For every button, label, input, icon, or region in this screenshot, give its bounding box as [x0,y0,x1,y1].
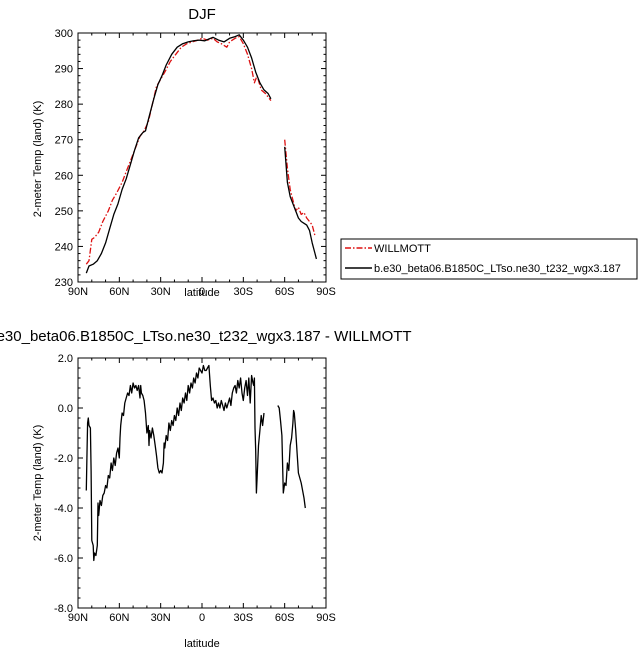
bottom-y-tick-label: -4.0 [54,503,73,515]
top-y-tick-label: 290 [55,64,73,76]
top-series-line-model [85,34,272,274]
legend-label-willmott: WILLMOTT [374,243,431,255]
bottom-y-axis-label: 2-meter Temp (land) (K) [32,425,44,542]
top-panel: DJF 2-meter Temp (land) (K) latitude 90N… [32,6,336,299]
top-x-tick-label: 90N [68,286,88,298]
top-x-tick-label: 90S [316,286,336,298]
top-y-tick-label: 250 [55,206,73,218]
top-series-line-willmott [85,35,272,265]
top-x-tick-label: 60S [275,286,295,298]
top-y-axis-label: 2-meter Temp (land) (K) [32,101,44,218]
top-x-tick-label: 30N [151,286,171,298]
bottom-series-line-difference [85,364,265,562]
top-series-layer [85,34,318,274]
bottom-x-tick-label: 90S [316,612,336,624]
top-x-axis-label: latitude [184,287,219,299]
top-plot-frame [77,32,327,283]
bottom-plot-frame [77,357,327,609]
bottom-x-tick-label: 60N [109,612,129,624]
legend-label-model: b.e30_beta06.B1850C_LTso.ne30_t232_wgx3.… [374,263,621,275]
top-y-tick-label: 280 [55,99,73,111]
top-x-tick-label: 60N [109,286,129,298]
top-series-line-model [284,146,318,260]
legend: WILLMOTT b.e30_beta06.B1850C_LTso.ne30_t… [340,238,638,280]
bottom-series-line-difference [277,405,306,509]
bottom-y-tick-label: -2.0 [54,453,73,465]
bottom-y-tick-label: -8.0 [54,603,73,615]
top-axis-ticks: 90N 60N 30N 0 30S 60S 90S 230 240 250 260 270 280 290… [55,28,336,298]
top-y-tick-label: 300 [55,28,73,40]
top-chart-title: DJF [188,6,216,23]
top-y-tick-label: 230 [55,277,73,289]
bottom-x-tick-label: 90N [68,612,88,624]
top-y-tick-label: 240 [55,241,73,253]
bottom-chart-title: .e30_beta06.B1850C_LTso.ne30_t232_wgx3.1… [0,328,412,345]
bottom-axis-ticks: 90N 60N 30N 0 30S 60S 90S -8.0 -6.0 -4.0 -2.0 0.0 2.… [54,353,336,624]
top-x-tick-label: 0 [199,286,205,298]
legend-box [340,238,638,280]
top-series-line-willmott [284,139,316,236]
bottom-series-layer [85,364,306,562]
bottom-x-tick-label: 30S [234,612,254,624]
bottom-y-tick-label: 0.0 [58,403,73,415]
bottom-x-tick-label: 30N [151,612,171,624]
bottom-x-tick-label: 0 [199,612,205,624]
top-y-tick-label: 260 [55,170,73,182]
bottom-x-tick-label: 60S [275,612,295,624]
top-x-tick-label: 30S [234,286,254,298]
bottom-y-tick-label: 2.0 [58,353,73,365]
top-y-tick-label: 270 [55,135,73,147]
bottom-y-tick-label: -6.0 [54,553,73,565]
bottom-x-axis-label: latitude [184,638,219,650]
bottom-panel: .e30_beta06.B1850C_LTso.ne30_t232_wgx3.1… [0,328,412,650]
